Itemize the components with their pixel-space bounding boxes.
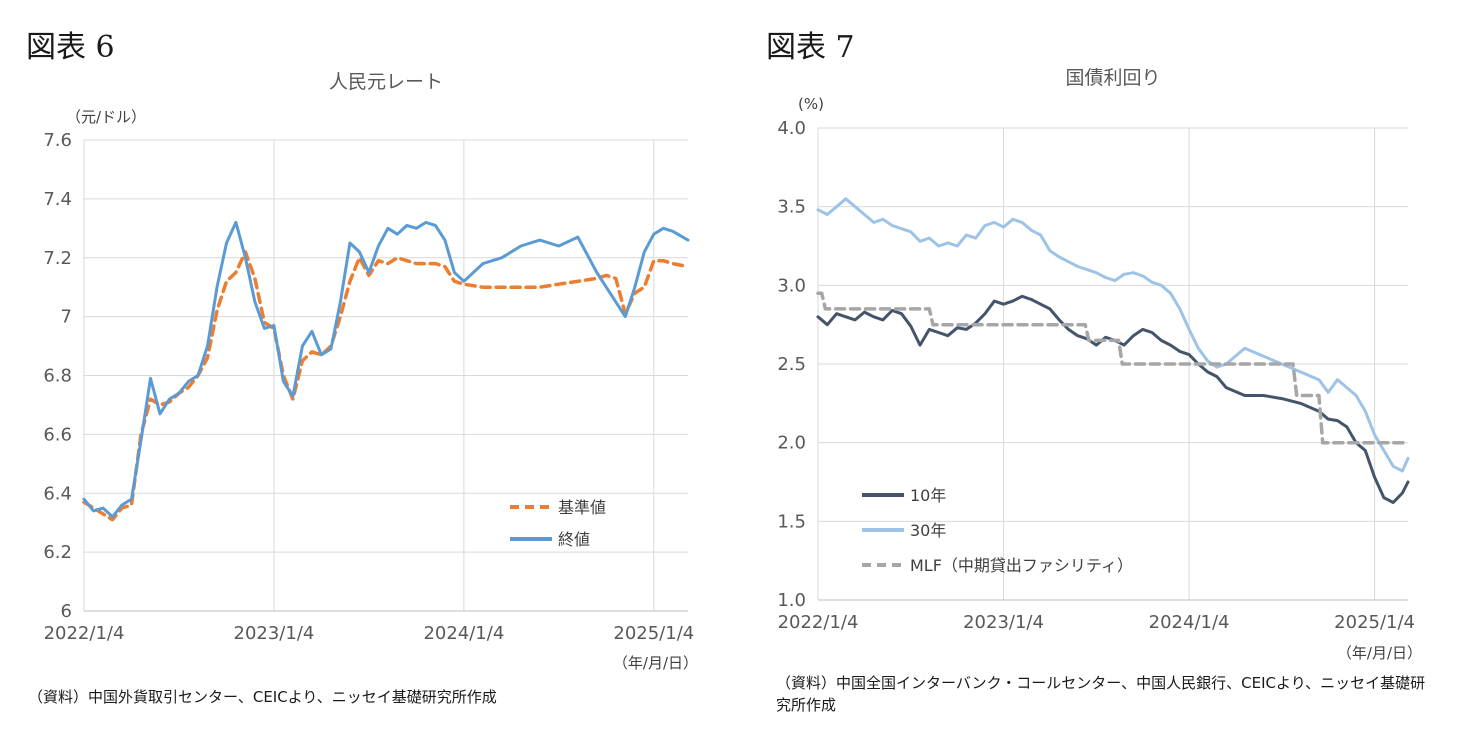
legend-label: MLF（中期貸出ファシリティ） <box>910 556 1133 575</box>
x-tick-label: 2023/1/4 <box>234 623 315 644</box>
chart-bond-yield: 国債利回り 1.0 1.5 2.0 2.5 3.0 3.5 4.0 2022/1/4 2023/1… <box>777 67 1422 662</box>
chart-title: 国債利回り <box>1065 67 1160 89</box>
y-tick-label: 3.5 <box>777 197 806 218</box>
x-tick-label: 2025/1/4 <box>1334 612 1415 633</box>
legend-label: 終値 <box>558 530 590 549</box>
x-tick-label: 2025/1/4 <box>613 623 694 644</box>
y-axis-unit: （元/ドル） <box>66 108 146 126</box>
y-tick-label: 7.4 <box>43 189 72 210</box>
x-tick-label: 2024/1/4 <box>1149 612 1230 633</box>
y-tick-label: 6.8 <box>43 366 72 387</box>
series-line-2 <box>82 220 690 519</box>
series-line-3 <box>816 291 1410 445</box>
y-tick-label: 6.6 <box>43 424 72 445</box>
y-tick-label: 3.0 <box>777 275 806 296</box>
y-tick-label: 7.6 <box>43 130 72 151</box>
y-tick-label: 2.0 <box>777 433 806 454</box>
series-line-1 <box>82 250 690 522</box>
x-tick-label: 2023/1/4 <box>963 612 1044 633</box>
legend-label: 基準値 <box>558 498 606 517</box>
series-line-2 <box>816 197 1410 473</box>
left-source-note: （資料）中国外貨取引センター、CEICより、ニッセイ基礎研究所作成 <box>28 688 497 706</box>
x-tick-label: 2022/1/4 <box>44 623 125 644</box>
x-axis-unit: （年/月/日） <box>613 654 698 672</box>
y-tick-label: 6.4 <box>43 483 72 504</box>
figure-6-label: 図表 6 <box>26 30 115 65</box>
y-axis-unit: (%) <box>798 95 824 113</box>
y-tick-label: 7.2 <box>43 248 72 269</box>
y-tick-label: 1.5 <box>777 511 806 532</box>
y-tick-label: 1.0 <box>777 590 806 611</box>
y-tick-label: 2.5 <box>777 354 806 375</box>
y-tick-label: 4.0 <box>777 118 806 139</box>
x-tick-label: 2024/1/4 <box>423 623 504 644</box>
y-tick-label: 6.2 <box>43 542 72 563</box>
legend-label: 30年 <box>910 521 946 540</box>
y-tick-label: 6 <box>61 601 72 622</box>
x-tick-label: 2022/1/4 <box>778 612 859 633</box>
chart-title: 人民元レート <box>329 71 443 93</box>
right-source-note: （資料）中国全国インターバンク・コールセンター、中国人民銀行、CEICより、ニッ… <box>776 674 1426 714</box>
legend-label: 10年 <box>910 486 946 505</box>
chart-rmb-rate: 人民元レート 6 6.2 6.4 6.6 6.8 7 7.2 7.4 7.6 2022/1/4 202… <box>43 71 698 672</box>
figure-7-label: 図表 7 <box>766 30 855 65</box>
x-axis-unit: （年/月/日） <box>1337 644 1422 662</box>
y-tick-label: 7 <box>61 307 72 328</box>
